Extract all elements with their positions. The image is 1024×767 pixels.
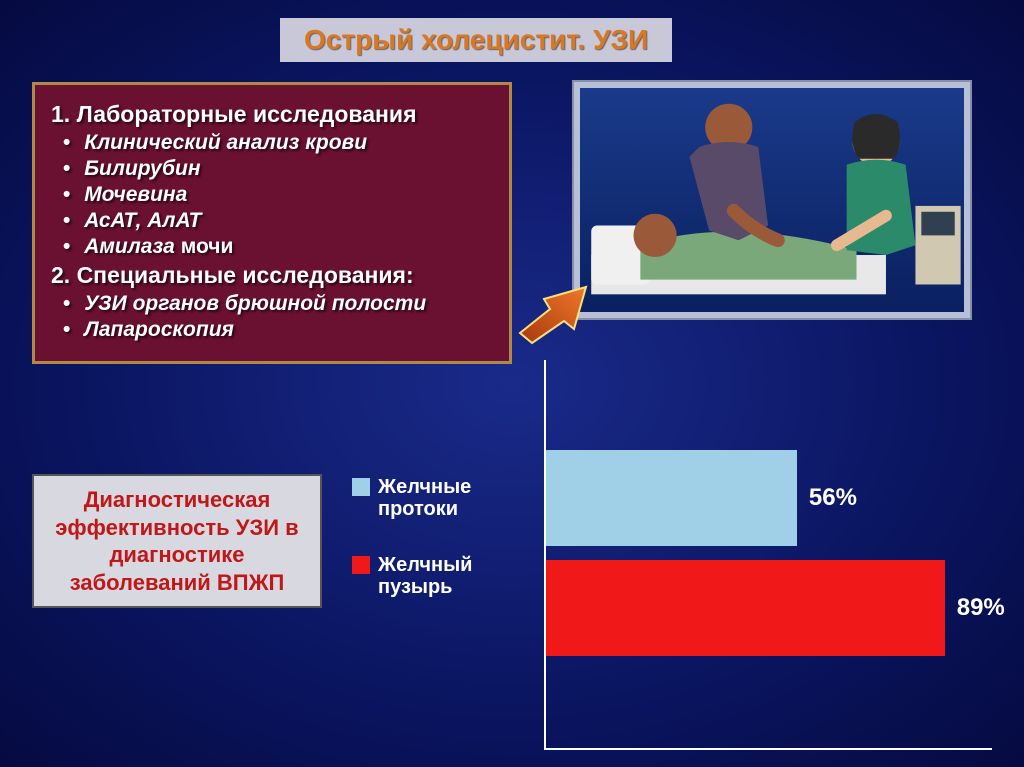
list-numbered-2: 2. Специальные исследования: bbox=[51, 262, 493, 289]
efficacy-bar-chart: 56% 89% bbox=[544, 360, 992, 750]
list-bullet-4: АсАТ, АлАТ bbox=[63, 208, 493, 234]
chart-legend: Желчные протоки Желчный пузырь bbox=[352, 468, 524, 632]
list-bullet-6: УЗИ органов брюшной полости bbox=[63, 291, 493, 317]
legend-label-1: Желчные протоки bbox=[378, 476, 524, 520]
list-numbered-1: 1. Лабораторные исследования bbox=[51, 101, 493, 128]
caption-box: Диагностическая эффективность УЗИ в диаг… bbox=[32, 474, 322, 608]
slide-title: Острый холецистит. УЗИ bbox=[280, 18, 672, 62]
legend-label-2: Желчный пузырь bbox=[378, 554, 524, 598]
ultrasound-illustration bbox=[580, 88, 964, 312]
chart-axes bbox=[544, 360, 992, 750]
list-bullet-7: Лапароскопия bbox=[63, 317, 493, 343]
medical-scene-icon bbox=[580, 88, 964, 312]
arrow-icon bbox=[518, 285, 588, 345]
chart-bar-label-2: 89% bbox=[957, 594, 1005, 622]
chart-bar-1 bbox=[546, 450, 797, 546]
legend-swatch-2 bbox=[352, 556, 370, 574]
legend-item-2: Желчный пузырь bbox=[352, 554, 524, 598]
list-bullet-3: Мочевина bbox=[63, 182, 493, 208]
list-bullet-2: Билирубин bbox=[63, 156, 493, 182]
legend-swatch-1 bbox=[352, 478, 370, 496]
findings-textbox: 1. Лабораторные исследования Клинический… bbox=[32, 82, 512, 364]
illustration-frame bbox=[572, 80, 972, 320]
legend-item-1: Желчные протоки bbox=[352, 476, 524, 520]
list-bullet-1: Клинический анализ крови bbox=[63, 130, 493, 156]
chart-bar-label-1: 56% bbox=[809, 484, 857, 512]
list-bullet-5: Амилаза мочи bbox=[63, 234, 493, 260]
chart-bar-2 bbox=[546, 560, 945, 656]
